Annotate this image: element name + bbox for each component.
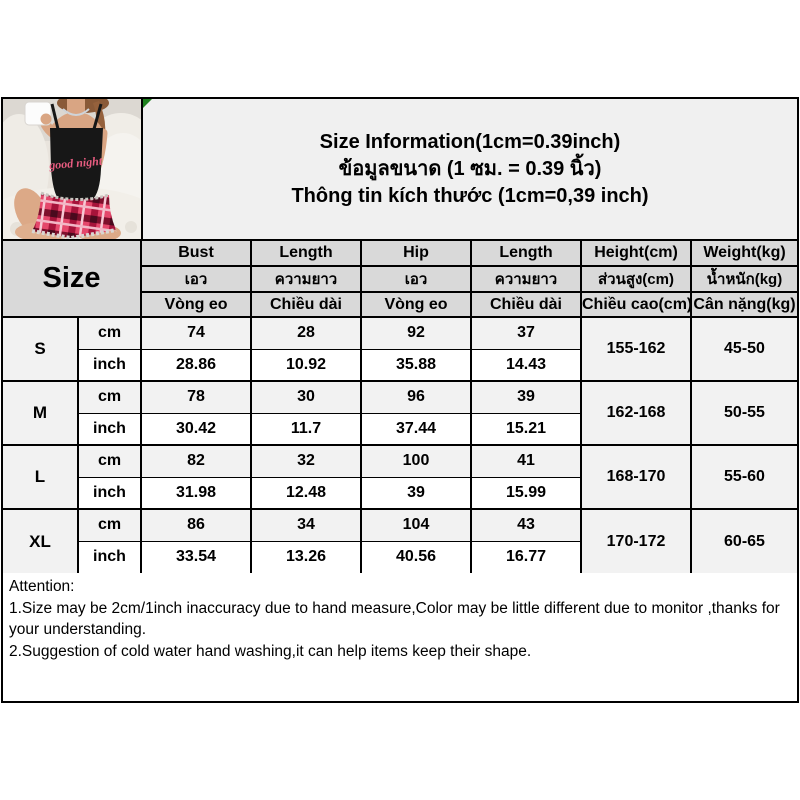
column-header-length-th: ความยาว bbox=[250, 265, 362, 293]
value-cell: 86 bbox=[140, 508, 252, 542]
unit-label-inch: inch bbox=[77, 476, 142, 510]
column-header-hip-th: เอว bbox=[360, 265, 472, 293]
size-row-label: XL bbox=[2, 508, 79, 574]
size-row-label: L bbox=[2, 444, 79, 510]
column-header-length-vi: Chiều dài bbox=[250, 291, 362, 318]
height-range: 162-168 bbox=[580, 380, 692, 446]
value-cell: 33.54 bbox=[140, 540, 252, 574]
value-cell: 78 bbox=[140, 380, 252, 414]
title-english: Size Information(1cm=0.39inch) bbox=[319, 130, 621, 153]
unit-label-cm: cm bbox=[77, 444, 142, 478]
value-cell: 30 bbox=[250, 380, 362, 414]
title-thai: ข้อมูลขนาด (1 ซม. = 0.39 นิ้ว) bbox=[338, 157, 602, 180]
value-cell: 30.42 bbox=[140, 412, 252, 446]
value-cell: 92 bbox=[360, 316, 472, 350]
unit-label-inch: inch bbox=[77, 348, 142, 382]
pajama-model-illustration: good night bbox=[3, 99, 141, 239]
column-header-length-en: Length bbox=[250, 240, 362, 267]
column-header-length2-vi: Chiều dài bbox=[470, 291, 582, 318]
column-header-length2-en: Length bbox=[470, 240, 582, 267]
column-header-length2-th: ความยาว bbox=[470, 265, 582, 293]
value-cell: 34 bbox=[250, 508, 362, 542]
size-row-label: M bbox=[2, 380, 79, 446]
value-cell: 13.26 bbox=[250, 540, 362, 574]
height-range: 168-170 bbox=[580, 444, 692, 510]
title-vietnamese: Thông tin kích thước (1cm=0,39 inch) bbox=[291, 184, 649, 207]
value-cell: 96 bbox=[360, 380, 472, 414]
value-cell: 37.44 bbox=[360, 412, 472, 446]
value-cell: 28 bbox=[250, 316, 362, 350]
unit-label-inch: inch bbox=[77, 540, 142, 574]
size-table: Size Bust Length Hip Length Height(cm) W… bbox=[2, 240, 798, 574]
column-header-bust-vi: Vòng eo bbox=[140, 291, 252, 318]
value-cell: 100 bbox=[360, 444, 472, 478]
weight-range: 45-50 bbox=[690, 316, 798, 382]
column-header-hip-en: Hip bbox=[360, 240, 472, 267]
value-cell: 15.21 bbox=[470, 412, 582, 446]
column-header-weight-th: น้ำหนัก(kg) bbox=[690, 265, 798, 293]
attention-item-2: 2.Suggestion of cold water hand washing,… bbox=[9, 642, 532, 660]
unit-label-cm: cm bbox=[77, 380, 142, 414]
height-range: 155-162 bbox=[580, 316, 692, 382]
value-cell: 14.43 bbox=[470, 348, 582, 382]
value-cell: 12.48 bbox=[250, 476, 362, 510]
value-cell: 16.77 bbox=[470, 540, 582, 574]
content-box: good night Size Information(1cm=0.39inch… bbox=[1, 97, 799, 703]
attention-section: Attention: 1.Size may be 2cm/1inch inacc… bbox=[3, 573, 797, 701]
value-cell: 35.88 bbox=[360, 348, 472, 382]
cell-corner-marker-icon bbox=[143, 99, 152, 108]
unit-label-inch: inch bbox=[77, 412, 142, 446]
title-cell: Size Information(1cm=0.39inch) ข้อมูลขนา… bbox=[143, 99, 797, 239]
value-cell: 39 bbox=[470, 380, 582, 414]
column-header-height-vi: Chiều cao(cm) bbox=[580, 291, 692, 318]
garment-slogan-text: good night bbox=[48, 154, 104, 173]
column-header-bust-th: เอว bbox=[140, 265, 252, 293]
value-cell: 43 bbox=[470, 508, 582, 542]
column-header-hip-vi: Vòng eo bbox=[360, 291, 472, 318]
value-cell: 41 bbox=[470, 444, 582, 478]
size-corner-label: Size bbox=[2, 240, 142, 318]
value-cell: 28.86 bbox=[140, 348, 252, 382]
value-cell: 39 bbox=[360, 476, 472, 510]
value-cell: 32 bbox=[250, 444, 362, 478]
attention-heading: Attention: bbox=[9, 578, 75, 595]
weight-range: 60-65 bbox=[690, 508, 798, 574]
value-cell: 82 bbox=[140, 444, 252, 478]
height-range: 170-172 bbox=[580, 508, 692, 574]
weight-range: 50-55 bbox=[690, 380, 798, 446]
value-cell: 11.7 bbox=[250, 412, 362, 446]
column-header-height-en: Height(cm) bbox=[580, 240, 692, 267]
value-cell: 74 bbox=[140, 316, 252, 350]
weight-range: 55-60 bbox=[690, 444, 798, 510]
value-cell: 104 bbox=[360, 508, 472, 542]
value-cell: 15.99 bbox=[470, 476, 582, 510]
value-cell: 37 bbox=[470, 316, 582, 350]
value-cell: 31.98 bbox=[140, 476, 252, 510]
product-photo: good night bbox=[3, 99, 143, 239]
size-row-label: S bbox=[2, 316, 79, 382]
value-cell: 40.56 bbox=[360, 540, 472, 574]
column-header-bust-en: Bust bbox=[140, 240, 252, 267]
value-cell: 10.92 bbox=[250, 348, 362, 382]
column-header-height-th: ส่วนสูง(cm) bbox=[580, 265, 692, 293]
column-header-weight-vi: Cân nặng(kg) bbox=[690, 291, 798, 318]
attention-item-1: 1.Size may be 2cm/1inch inaccuracy due t… bbox=[9, 599, 780, 639]
top-band: good night Size Information(1cm=0.39inch… bbox=[3, 99, 797, 241]
unit-label-cm: cm bbox=[77, 316, 142, 350]
column-header-weight-en: Weight(kg) bbox=[690, 240, 798, 267]
unit-label-cm: cm bbox=[77, 508, 142, 542]
